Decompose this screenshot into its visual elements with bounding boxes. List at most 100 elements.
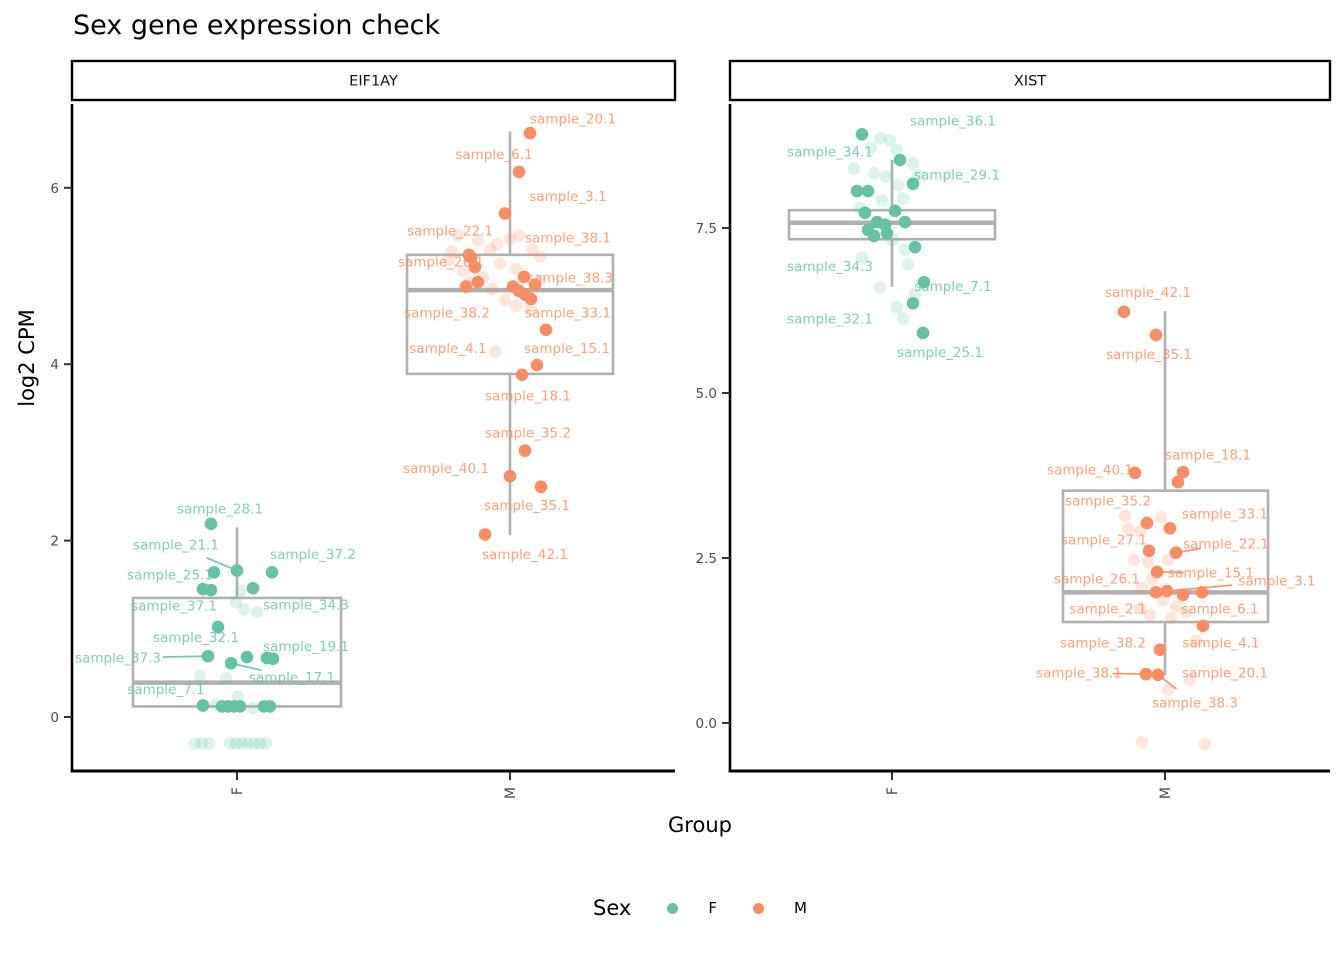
data-point <box>1163 522 1177 535</box>
data-point <box>1161 683 1175 697</box>
sample-label: sample_3.1 <box>529 189 606 205</box>
sample-label: sample_26.1 <box>1054 572 1140 588</box>
facet-strip-label: EIF1AY <box>349 74 398 90</box>
data-point <box>1154 510 1168 524</box>
facet-strip <box>70 59 677 102</box>
data-point <box>234 584 248 598</box>
data-point <box>1183 673 1197 687</box>
data-point <box>202 737 216 750</box>
data-point <box>890 143 904 157</box>
sample-label: sample_20.1 <box>1182 665 1268 681</box>
data-point <box>847 162 861 175</box>
sample-label: sample_35.2 <box>1065 494 1151 510</box>
data-point <box>1161 553 1175 567</box>
data-point <box>524 292 538 306</box>
legend: Sex F M <box>593 896 807 920</box>
sample-label: sample_17.1 <box>249 670 335 686</box>
data-point <box>534 480 548 494</box>
data-point <box>901 258 915 271</box>
sample-label: sample_26.1 <box>398 254 484 270</box>
data-point <box>896 192 910 205</box>
sample-label: sample_33.1 <box>1182 506 1268 522</box>
data-point <box>211 620 225 634</box>
sample-label: sample_40.1 <box>403 461 489 477</box>
data-point <box>1189 634 1203 648</box>
legend-swatch-m-icon <box>753 902 764 914</box>
sample-label: sample_4.1 <box>409 341 486 357</box>
y-tick-label: 2 <box>50 534 59 550</box>
data-point <box>1169 599 1183 613</box>
y-tick-label: 0 <box>50 710 59 726</box>
sample-label: sample_42.1 <box>1105 285 1191 301</box>
y-axis-title: log2 CPM <box>15 309 39 407</box>
facet-strip-label: XIST <box>1014 74 1046 90</box>
data-point <box>196 699 210 712</box>
data-point <box>503 232 517 246</box>
data-point <box>861 184 875 198</box>
data-point <box>246 581 260 595</box>
data-point <box>883 133 897 147</box>
data-point <box>1156 593 1170 607</box>
data-point <box>1149 328 1163 342</box>
data-point <box>906 177 920 191</box>
data-point <box>853 201 867 215</box>
data-point <box>1196 619 1210 633</box>
data-point <box>880 226 894 240</box>
data-point <box>873 131 887 145</box>
data-point <box>1121 522 1135 536</box>
data-point <box>485 282 499 296</box>
data-point <box>509 262 523 276</box>
data-point <box>867 166 881 180</box>
data-point <box>1149 586 1163 599</box>
data-point <box>253 737 267 750</box>
sample-label: sample_42.1 <box>482 547 568 563</box>
sample-label: sample_37.3 <box>75 650 161 666</box>
sample-label: sample_35.1 <box>1106 347 1192 363</box>
data-point <box>498 293 512 307</box>
data-point <box>471 275 485 289</box>
data-point <box>1176 465 1190 479</box>
data-point <box>917 275 931 289</box>
data-point <box>890 300 904 314</box>
data-point <box>1142 544 1156 558</box>
data-point <box>850 184 864 198</box>
data-point <box>445 245 459 258</box>
sample-label: sample_4.1 <box>1182 636 1259 652</box>
sample-label: sample_38.1 <box>525 231 611 247</box>
sample-label: sample_33.1 <box>525 306 611 322</box>
data-point <box>229 596 243 609</box>
data-point <box>898 215 912 229</box>
data-point <box>1135 735 1149 749</box>
legend-label-m: M <box>794 899 807 917</box>
label-leader-line <box>1166 584 1233 592</box>
data-point <box>1143 608 1157 622</box>
data-point <box>891 178 905 192</box>
data-point <box>1195 586 1209 599</box>
data-point <box>476 271 490 285</box>
sample-label: sample_34.3 <box>263 597 349 613</box>
data-point <box>265 566 279 579</box>
x-axis-title: Group <box>668 813 732 837</box>
x-tick-label: F <box>885 787 901 795</box>
data-point <box>237 603 251 616</box>
data-point <box>518 444 532 457</box>
data-point <box>893 153 907 167</box>
data-point <box>451 229 465 242</box>
sample-label: sample_15.1 <box>1168 566 1254 582</box>
data-point <box>517 270 531 284</box>
data-point <box>250 605 264 619</box>
sample-label: sample_21.1 <box>133 538 219 554</box>
y-tick-label: 2.5 <box>696 551 717 567</box>
sample-label: sample_20.1 <box>530 112 616 128</box>
data-point <box>1141 555 1155 569</box>
data-point <box>462 248 476 262</box>
sample-label: sample_38.2 <box>404 306 490 322</box>
y-tick-label: 6 <box>50 181 59 197</box>
x-tick-label: M <box>1158 787 1174 799</box>
data-point <box>246 701 260 715</box>
data-point <box>512 229 526 242</box>
data-point <box>1198 737 1212 751</box>
sample-label: sample_18.1 <box>485 388 571 404</box>
data-point <box>886 233 900 247</box>
